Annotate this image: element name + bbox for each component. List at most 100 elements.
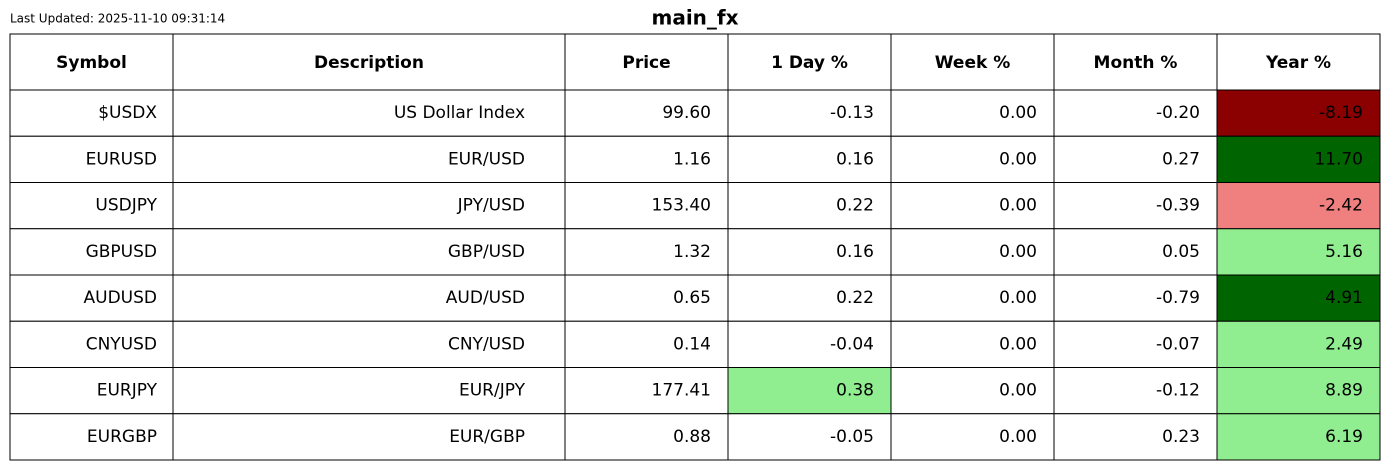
cell-text: 0.00 xyxy=(999,149,1037,169)
table-cell xyxy=(1053,320,1218,368)
cell-text: CNYUSD xyxy=(86,334,157,354)
table-cell xyxy=(172,182,566,230)
table-cell xyxy=(564,135,729,183)
table-cell xyxy=(890,367,1055,415)
cell-text: EURUSD xyxy=(86,149,157,169)
cell-text: -0.07 xyxy=(1156,334,1200,354)
cell-text: USDJPY xyxy=(95,196,157,216)
cell-text: -0.05 xyxy=(830,427,874,447)
table-cell xyxy=(564,274,729,322)
cell-text: 153.40 xyxy=(652,196,711,216)
column-header: Week % xyxy=(935,53,1010,73)
table-cell xyxy=(727,320,892,368)
table-cell xyxy=(9,274,174,322)
table-cell xyxy=(890,89,1055,137)
cell-text: 0.00 xyxy=(999,381,1037,401)
cell-text: -0.79 xyxy=(1156,288,1200,308)
table-cell xyxy=(564,89,729,137)
highlighted-cell xyxy=(1216,274,1381,322)
cell-text: -8.19 xyxy=(1319,103,1363,123)
table-cell xyxy=(9,367,174,415)
table-cell xyxy=(890,320,1055,368)
header-cell xyxy=(890,33,1055,91)
cell-text: 6.19 xyxy=(1325,427,1363,447)
cell-text: AUD/USD xyxy=(446,288,525,308)
cell-text: $USDX xyxy=(98,103,157,123)
last-updated: Last Updated: 2025-11-10 09:31:14 xyxy=(10,12,225,26)
cell-text: 0.27 xyxy=(1162,149,1200,169)
cell-text: US Dollar Index xyxy=(394,103,525,123)
cell-text: EUR/JPY xyxy=(459,381,526,401)
table-cell xyxy=(564,228,729,276)
cell-text: 0.00 xyxy=(999,242,1037,262)
table-cell xyxy=(727,182,892,230)
cell-text: -0.13 xyxy=(830,103,874,123)
cell-text: 0.00 xyxy=(999,427,1037,447)
cell-text: 11.70 xyxy=(1314,149,1363,169)
table-cell xyxy=(9,320,174,368)
table-cell xyxy=(1053,135,1218,183)
cell-text: 0.16 xyxy=(836,242,874,262)
column-header: Price xyxy=(622,53,670,73)
cell-text: GBP/USD xyxy=(448,242,525,262)
highlighted-cell xyxy=(1216,320,1381,368)
cell-text: 0.22 xyxy=(836,196,874,216)
cell-text: 0.00 xyxy=(999,103,1037,123)
cell-text: 0.14 xyxy=(673,334,711,354)
column-header: Month % xyxy=(1094,53,1178,73)
table-cell xyxy=(172,367,566,415)
table-cell xyxy=(564,320,729,368)
cell-text: 0.23 xyxy=(1162,427,1200,447)
column-header: Description xyxy=(314,53,424,73)
cell-text: JPY/USD xyxy=(457,196,525,216)
header-cell xyxy=(9,33,174,91)
header-cell xyxy=(172,33,566,91)
table-cell xyxy=(1053,367,1218,415)
table-cell xyxy=(9,182,174,230)
cell-text: 5.16 xyxy=(1325,242,1363,262)
highlighted-cell xyxy=(1216,89,1381,137)
cell-text: CNY/USD xyxy=(448,334,525,354)
cell-text: 1.16 xyxy=(673,149,711,169)
highlighted-cell xyxy=(1216,182,1381,230)
cell-text: -0.12 xyxy=(1156,381,1200,401)
cell-text: 0.65 xyxy=(673,288,711,308)
table-cell xyxy=(727,413,892,461)
table-cell xyxy=(9,89,174,137)
table-cell xyxy=(9,228,174,276)
cell-text: 8.89 xyxy=(1325,381,1363,401)
table-cell xyxy=(727,274,892,322)
table-cell xyxy=(9,413,174,461)
cell-text: EUR/USD xyxy=(448,149,525,169)
header-cell xyxy=(727,33,892,91)
cell-text: EURGBP xyxy=(87,427,157,447)
cell-text: 0.00 xyxy=(999,288,1037,308)
cell-text: 0.38 xyxy=(836,381,874,401)
header-cell xyxy=(1053,33,1218,91)
column-header: Symbol xyxy=(56,53,127,73)
column-header: Year % xyxy=(1265,53,1331,73)
column-header: 1 Day % xyxy=(771,53,848,73)
highlighted-cell xyxy=(1216,367,1381,415)
cell-text: 0.00 xyxy=(999,196,1037,216)
cell-text: -2.42 xyxy=(1319,196,1363,216)
table-cell xyxy=(890,274,1055,322)
table-cell xyxy=(172,413,566,461)
table-cell xyxy=(1053,182,1218,230)
table-cell xyxy=(172,274,566,322)
table-cell xyxy=(890,413,1055,461)
cell-text: 177.41 xyxy=(652,381,711,401)
highlighted-cell xyxy=(1216,413,1381,461)
cell-text: 0.05 xyxy=(1162,242,1200,262)
header-cell xyxy=(564,33,729,91)
cell-text: 2.49 xyxy=(1325,334,1363,354)
cell-text: -0.20 xyxy=(1156,103,1200,123)
cell-text: EUR/GBP xyxy=(449,427,525,447)
cell-text: 0.22 xyxy=(836,288,874,308)
cell-text: 0.16 xyxy=(836,149,874,169)
cell-text: 0.00 xyxy=(999,334,1037,354)
highlighted-cell xyxy=(1216,228,1381,276)
cell-text: -0.04 xyxy=(830,334,874,354)
cell-text: 0.88 xyxy=(673,427,711,447)
